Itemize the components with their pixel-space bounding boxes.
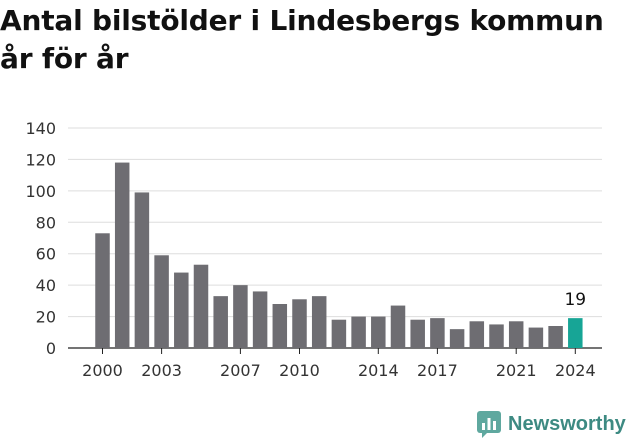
bar-2007 (233, 285, 248, 348)
y-tick-label: 140 (25, 119, 56, 138)
bar-2018 (449, 329, 465, 348)
bar-2020 (489, 324, 504, 348)
bar-2011 (311, 296, 327, 348)
x-tick-label: 2007 (220, 361, 261, 380)
y-tick-label: 120 (25, 150, 56, 169)
bar-2023 (548, 326, 563, 348)
bar-2013 (351, 316, 366, 348)
bar-2000 (95, 233, 110, 348)
bar-2004 (174, 272, 189, 348)
bars (95, 162, 583, 348)
bar-2002 (134, 192, 150, 348)
bar-2021 (508, 321, 524, 348)
bar-2001 (114, 162, 130, 348)
y-tick-label: 80 (36, 213, 56, 232)
y-axis-ticks: 0 20 40 60 80 100 120 140 (25, 119, 56, 358)
x-tick-label: 2000 (82, 361, 123, 380)
bar-2015 (390, 305, 406, 348)
annotations: 19 (564, 290, 586, 310)
bar-2009 (272, 304, 288, 348)
brand-logo: Newsworthy (476, 408, 626, 440)
bar-2006 (213, 296, 228, 348)
x-tick-label: 2010 (279, 361, 320, 380)
x-tick-label: 2003 (141, 361, 182, 380)
bar-2012 (331, 319, 347, 348)
bar-2003 (154, 255, 169, 348)
data-label: 19 (564, 290, 586, 310)
y-tick-label: 40 (36, 276, 56, 295)
y-tick-label: 60 (36, 245, 56, 264)
brand-name: Newsworthy (508, 412, 626, 435)
x-tick-label: 2014 (358, 361, 399, 380)
bar-2022 (528, 327, 544, 348)
bar-2016 (410, 319, 425, 348)
y-tick-label: 0 (46, 339, 56, 358)
y-tick-label: 100 (25, 182, 56, 201)
x-tick-label: 2024 (555, 361, 596, 380)
x-axis-ticks: 2000 2003 2007 2010 2014 2017 2021 2024 (82, 348, 596, 380)
y-tick-label: 20 (36, 308, 56, 327)
bar-2010 (292, 299, 307, 348)
bar-2008 (252, 291, 268, 348)
bar-2019 (469, 321, 485, 348)
bar-2017 (430, 318, 445, 348)
newsworthy-logo-icon (477, 411, 501, 438)
x-tick-label: 2017 (417, 361, 458, 380)
chart-title: Antal bilstölder i Lindesbergs kommun år… (0, 4, 604, 75)
bar-2024 (568, 318, 583, 348)
x-tick-label: 2021 (496, 361, 537, 380)
bar-2014 (371, 316, 386, 348)
bar-2005 (193, 264, 209, 348)
